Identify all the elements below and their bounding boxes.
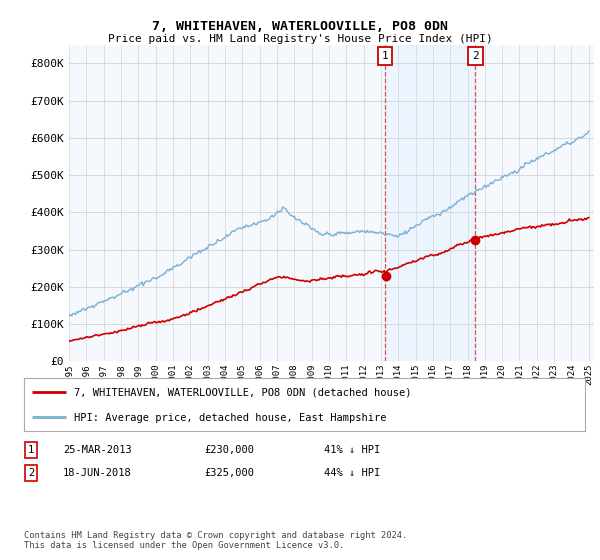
Text: 41% ↓ HPI: 41% ↓ HPI [324, 445, 380, 455]
Text: Price paid vs. HM Land Registry's House Price Index (HPI): Price paid vs. HM Land Registry's House … [107, 34, 493, 44]
Text: 18-JUN-2018: 18-JUN-2018 [63, 468, 132, 478]
Text: 1: 1 [382, 51, 389, 61]
Text: This data is licensed under the Open Government Licence v3.0.: This data is licensed under the Open Gov… [24, 541, 344, 550]
Bar [385, 45, 475, 361]
Text: 7, WHITEHAVEN, WATERLOOVILLE, PO8 0DN (detached house): 7, WHITEHAVEN, WATERLOOVILLE, PO8 0DN (d… [74, 388, 412, 398]
Text: 25-MAR-2013: 25-MAR-2013 [63, 445, 132, 455]
Text: £230,000: £230,000 [204, 445, 254, 455]
Text: 1: 1 [28, 445, 34, 455]
Text: 2: 2 [28, 468, 34, 478]
Text: 2: 2 [472, 51, 479, 61]
Text: 7, WHITEHAVEN, WATERLOOVILLE, PO8 0DN: 7, WHITEHAVEN, WATERLOOVILLE, PO8 0DN [152, 20, 448, 33]
Text: 44% ↓ HPI: 44% ↓ HPI [324, 468, 380, 478]
Text: HPI: Average price, detached house, East Hampshire: HPI: Average price, detached house, East… [74, 413, 387, 423]
Text: £325,000: £325,000 [204, 468, 254, 478]
Text: Contains HM Land Registry data © Crown copyright and database right 2024.: Contains HM Land Registry data © Crown c… [24, 531, 407, 540]
